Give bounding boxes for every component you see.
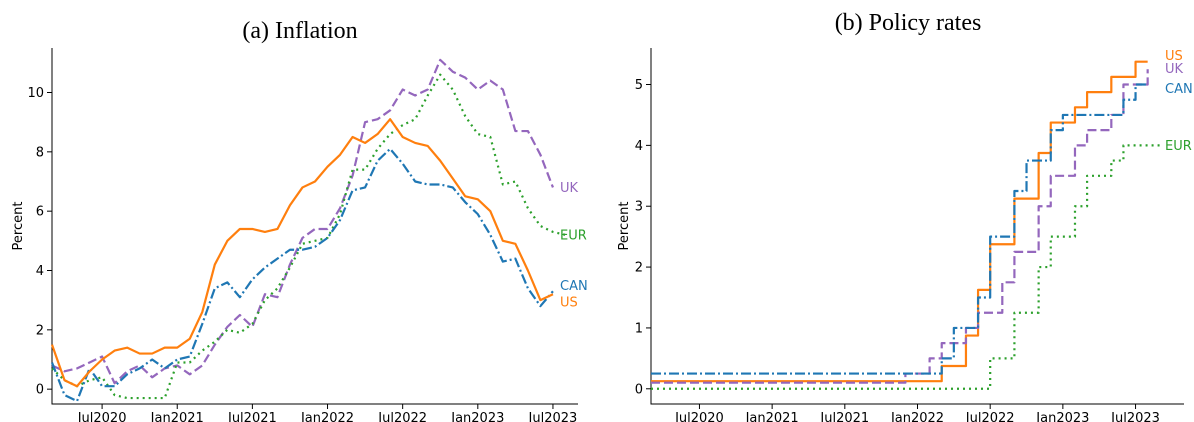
series-line-uk (651, 69, 1149, 384)
x-tick-label: Jan2023 (1035, 411, 1089, 422)
y-tick-label: 4 (36, 264, 44, 279)
series-line-eur (651, 144, 1160, 390)
chart-title: (a) Inflation (242, 18, 357, 44)
series-line-can (651, 83, 1148, 375)
inflation-panel: (a) Inflation Percent 0 2 4 6 8 10 Jul2020 Jan202… (11, 18, 588, 422)
x-tick-label: Jul2020 (77, 411, 127, 422)
series-line-can (50, 147, 554, 403)
series-label-us: US (1165, 49, 1183, 64)
y-tick-label: 4 (635, 139, 643, 154)
x-tick-label: Jul2023 (1110, 411, 1160, 422)
y-tick-label: 2 (36, 323, 44, 338)
x-tick-label: Jul2020 (674, 411, 724, 422)
x-tick-label: Jul2022 (377, 411, 427, 422)
x-tick-label: Jan2022 (300, 411, 354, 422)
y-tick-label: 0 (635, 382, 643, 397)
axis-spines (650, 48, 1184, 405)
y-axis-label: Percent (617, 202, 632, 251)
y-tick-label: 8 (36, 145, 44, 160)
y-tick-label: 0 (36, 383, 44, 398)
y-tick-label: 6 (36, 205, 44, 220)
series-line-us (50, 118, 554, 388)
y-tick-label: 3 (635, 200, 643, 215)
series-line-eur (51, 73, 566, 400)
series-label-uk: UK (560, 181, 579, 196)
series-label-eur: EUR (560, 228, 587, 243)
y-tick-label: 5 (635, 78, 643, 93)
series-label-can: CAN (1165, 82, 1193, 97)
series-label-can: CAN (560, 279, 588, 294)
x-tick-label: Jan2021 (150, 411, 204, 422)
y-tick-label: 1 (635, 321, 643, 336)
x-tick-label: Jul2021 (819, 411, 869, 422)
y-axis-label: Percent (11, 202, 26, 251)
x-tick-label: Jan2021 (745, 411, 799, 422)
x-tick-label: Jan2023 (450, 411, 504, 422)
policy-rates-panel: (b) Policy rates Percent 0 1 2 3 4 5 Jul2020 Jan2… (617, 10, 1193, 422)
x-tick-label: Jul2021 (227, 411, 277, 422)
series-label-us: US (560, 296, 578, 311)
x-tick-label: Jan2022 (890, 411, 944, 422)
y-tick-label: 10 (27, 86, 44, 101)
x-tick-label: Jul2023 (528, 411, 578, 422)
series-label-eur: EUR (1165, 139, 1192, 154)
x-tick-label: Jul2022 (965, 411, 1015, 422)
series-label-uk: UK (1165, 62, 1184, 77)
chart-title: (b) Policy rates (835, 10, 982, 36)
y-tick-label: 2 (635, 261, 643, 276)
series-line-us (651, 60, 1148, 383)
series-line-uk (51, 58, 554, 385)
